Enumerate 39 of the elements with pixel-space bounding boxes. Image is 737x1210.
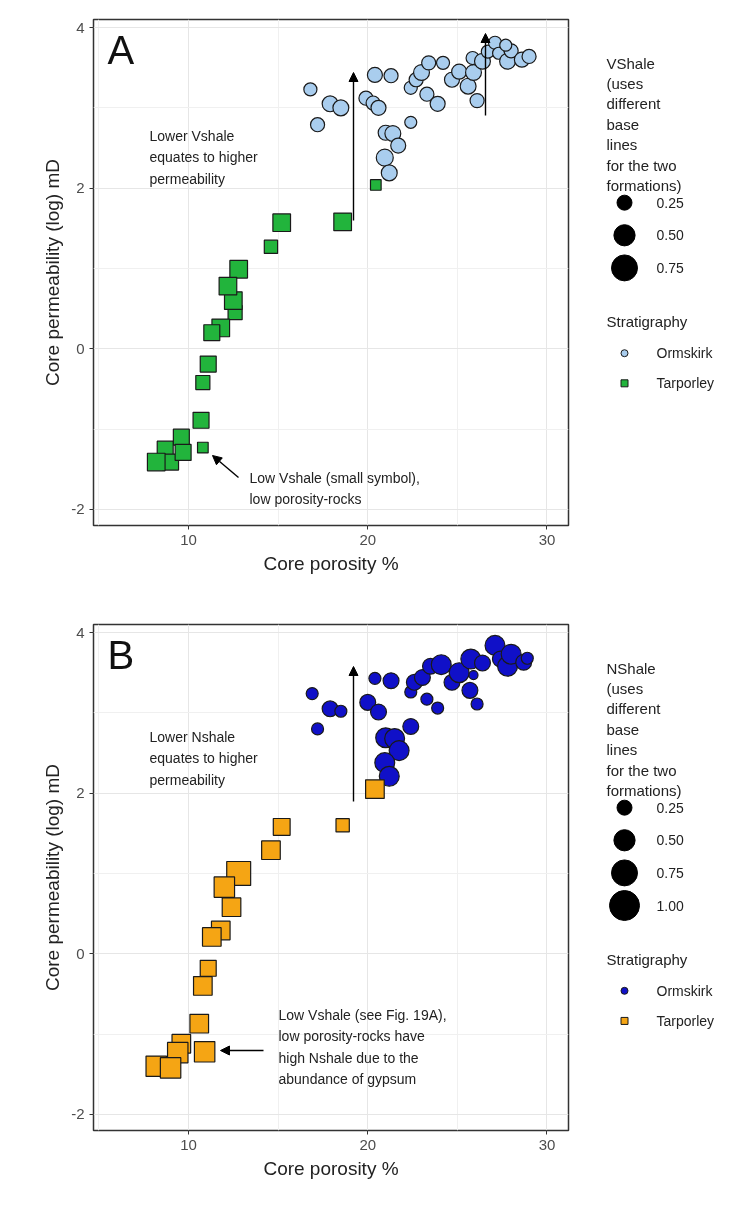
annotation: Low Vshale (see Fig. 19A), low porosity-rocks have high Nshale due to the abundance of gypsum (278, 1006, 447, 1088)
x-tick-label: 30 (538, 1135, 556, 1153)
x-tick-label: 10 (180, 1135, 197, 1153)
text: VShale (uses different base lines for the two formations) (606, 54, 682, 195)
x-axis-title: Core porosity % (263, 552, 399, 574)
text: NShale (uses different base lines for the two formations) (606, 659, 682, 800)
x-tick-label: 20 (359, 1135, 377, 1153)
x-tick-label: 20 (359, 530, 377, 548)
legend-label: 1.00 (656, 897, 684, 914)
legend-label: Ormskirk (656, 345, 714, 362)
legend-label: Tarporley (656, 375, 715, 392)
y-tick-label: 4 (76, 18, 85, 36)
y-tick-label: -2 (71, 500, 85, 518)
x-tick-label: 30 (538, 530, 556, 548)
legend-label: 0.75 (656, 259, 684, 276)
annotation: Lower Nshale equates to higher permeability (149, 728, 259, 788)
y-tick-label: 0 (76, 944, 85, 962)
annotation: Low Vshale (small symbol), low porosity-rocks (249, 469, 420, 508)
legend-label: 0.50 (656, 227, 684, 244)
x-axis-title: Core porosity % (263, 1157, 399, 1179)
chart-title: A (107, 27, 135, 72)
legend-label: Tarporley (656, 1012, 715, 1029)
legend-title: Stratigraphy (606, 950, 688, 968)
y-tick-label: 0 (76, 339, 85, 357)
y-axis-title: Core permeability (log) mD (42, 158, 64, 386)
chart-title: B (107, 632, 135, 677)
legend-label: 0.50 (656, 832, 684, 849)
legend-title: Stratigraphy (606, 312, 688, 330)
legend-label: 0.25 (656, 194, 684, 211)
annotation: Lower Vshale equates to higher permeability (149, 127, 259, 187)
y-tick-label: 4 (76, 623, 85, 641)
legend-label: 0.75 (656, 864, 684, 881)
y-tick-label: 2 (76, 179, 85, 197)
legend-label: 0.25 (656, 799, 684, 816)
y-tick-label: -2 (71, 1105, 85, 1123)
y-tick-label: 2 (76, 784, 85, 802)
x-tick-label: 10 (180, 530, 197, 548)
legend-label: Ormskirk (656, 982, 714, 999)
y-axis-title: Core permeability (log) mD (42, 763, 64, 991)
